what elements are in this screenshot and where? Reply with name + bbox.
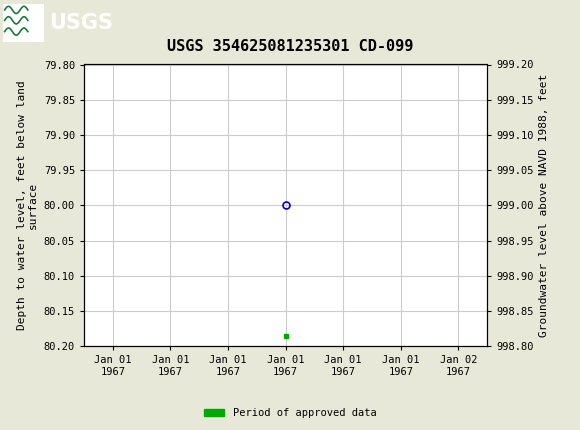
- Y-axis label: Groundwater level above NAVD 1988, feet: Groundwater level above NAVD 1988, feet: [539, 74, 549, 337]
- Y-axis label: Depth to water level, feet below land
surface: Depth to water level, feet below land su…: [17, 80, 38, 330]
- Text: USGS: USGS: [49, 12, 113, 33]
- FancyBboxPatch shape: [3, 3, 43, 42]
- Text: USGS 354625081235301 CD-099: USGS 354625081235301 CD-099: [167, 39, 413, 54]
- Legend: Period of approved data: Period of approved data: [200, 404, 380, 423]
